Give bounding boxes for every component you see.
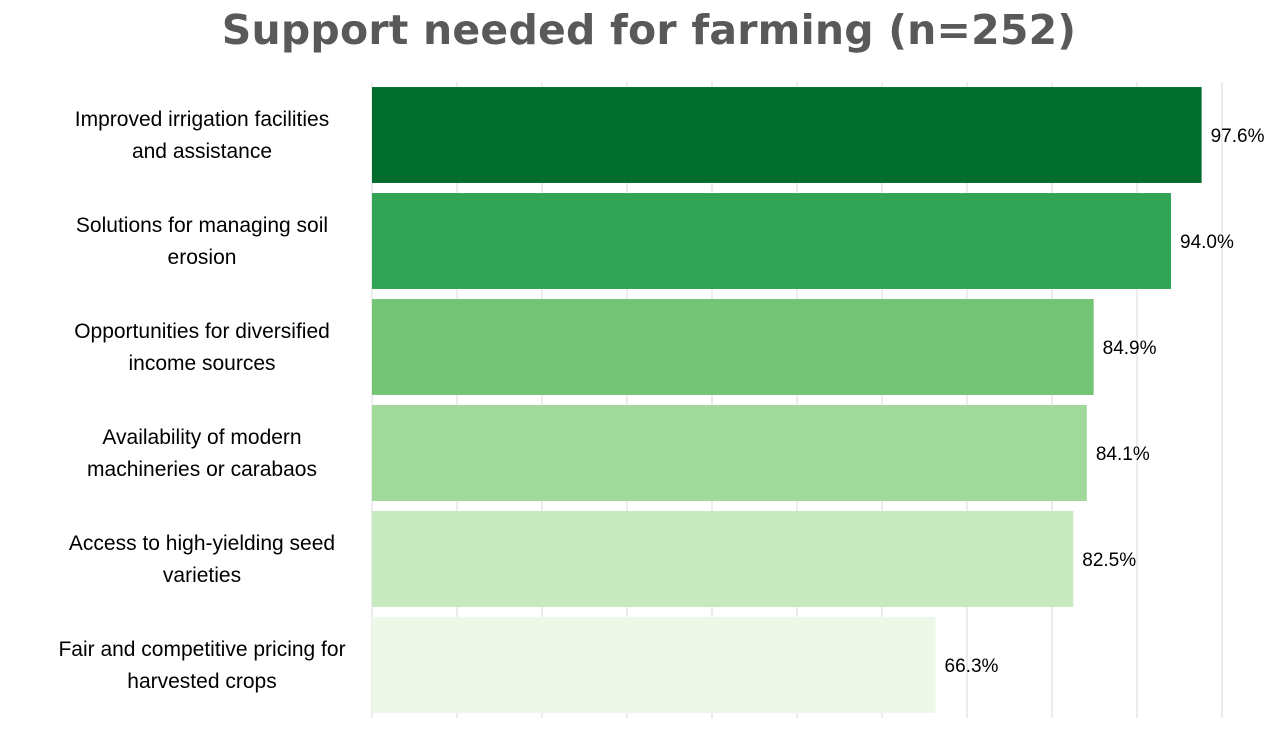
category-label: Improved irrigation facilities and assist… xyxy=(75,108,329,163)
category-label: Opportunities for diversified income sour… xyxy=(74,320,330,375)
category-label-line: Opportunities for diversified xyxy=(74,320,330,343)
category-label-line: machineries or carabaos xyxy=(87,458,317,481)
value-label: 94.0% xyxy=(1180,232,1234,253)
category-label-line: and assistance xyxy=(132,140,272,163)
bar xyxy=(372,511,1074,607)
category-label-line: Improved irrigation facilities xyxy=(75,108,329,131)
bar xyxy=(372,193,1171,289)
gridlines xyxy=(371,82,1223,718)
value-label: 82.5% xyxy=(1082,550,1136,571)
bar xyxy=(372,617,936,713)
value-label: 84.1% xyxy=(1096,444,1150,465)
category-label-line: harvested crops xyxy=(127,670,276,693)
bars xyxy=(372,87,1202,713)
chart-title: Support needed for farming (n=252) xyxy=(221,6,1077,54)
category-label-line: Fair and competitive pricing for xyxy=(58,638,345,661)
category-label-line: Access to high-yielding seed xyxy=(69,532,335,555)
category-label-line: Availability of modern xyxy=(102,426,301,449)
category-label-line: erosion xyxy=(168,246,237,269)
category-label-line: varieties xyxy=(163,564,241,587)
bar xyxy=(372,299,1094,395)
value-labels: 97.6% 94.0% 84.9% 84.1% 82.5% 66.3% xyxy=(945,126,1265,677)
value-label: 66.3% xyxy=(945,656,999,677)
category-label: Solutions for managing soil erosion xyxy=(76,214,328,269)
value-label: 97.6% xyxy=(1211,126,1265,147)
category-labels: Improved irrigation facilities and assist… xyxy=(58,108,345,693)
category-label: Fair and competitive pricing for harveste… xyxy=(58,638,345,693)
category-label: Availability of modern machineries or car… xyxy=(87,426,317,481)
bar xyxy=(372,87,1202,183)
value-label: 84.9% xyxy=(1103,338,1157,359)
category-label-line: Solutions for managing soil xyxy=(76,214,328,237)
bar xyxy=(372,405,1087,501)
category-label: Access to high-yielding seed varieties xyxy=(69,532,335,587)
category-label-line: income sources xyxy=(128,352,275,375)
